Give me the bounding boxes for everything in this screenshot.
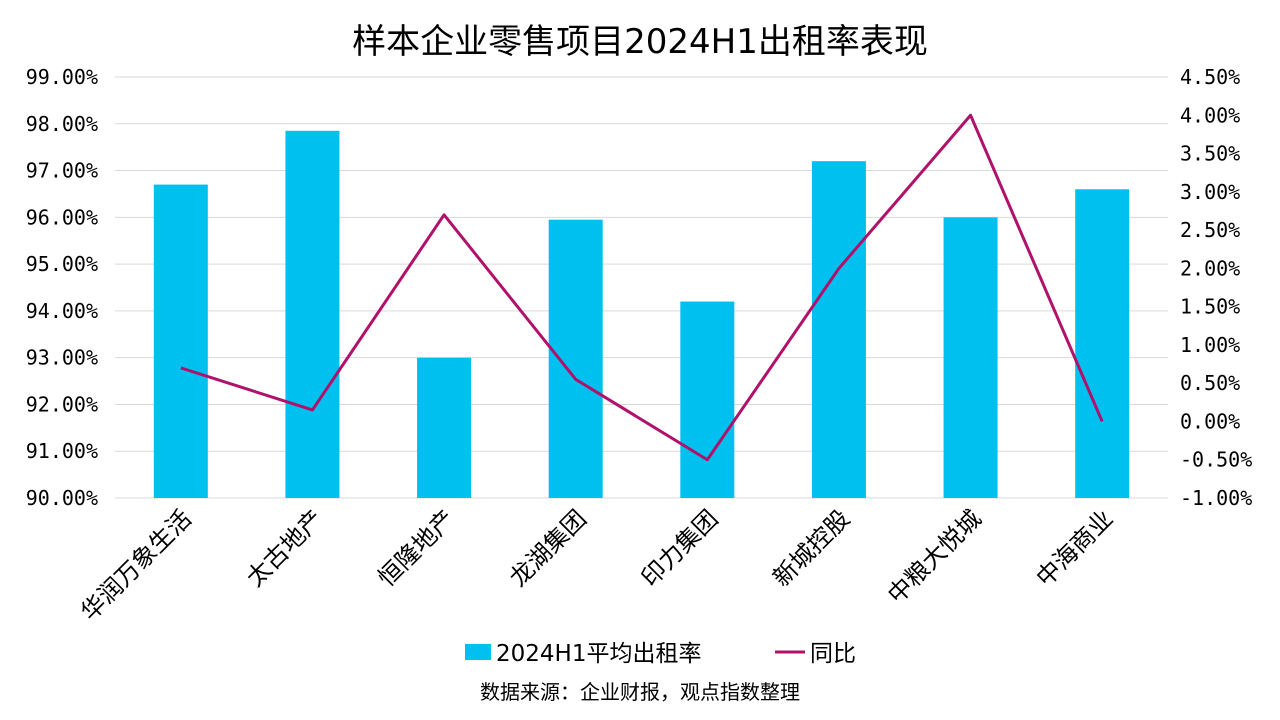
gridlines (115, 76, 1168, 499)
legend-label-line: 同比 (810, 641, 856, 667)
right-axis: -1.00% -0.50% 0.00% 0.50% 1.00% 1.50% 2.00% 2.5… (1180, 65, 1252, 510)
bar-series (153, 130, 1130, 499)
category-label: 新城控股 (767, 504, 855, 592)
category-label: 中粮大悦城 (882, 504, 987, 609)
left-tick-label: 95.00% (26, 252, 98, 276)
right-tick-label: -1.00% (1180, 486, 1252, 510)
bar (548, 219, 603, 498)
right-tick-label: 3.50% (1180, 142, 1240, 166)
category-label: 恒隆地产 (373, 504, 461, 592)
line-series (180, 113, 1104, 462)
legend-swatch-bar (465, 644, 491, 660)
bar (417, 357, 472, 498)
left-tick-label: 93.00% (26, 346, 98, 370)
left-tick-label: 99.00% (26, 65, 98, 89)
left-tick-label: 92.00% (26, 392, 98, 416)
left-axis: 90.00% 91.00% 92.00% 93.00% 94.00% 95.00% 96.0… (26, 65, 98, 510)
bar (285, 130, 340, 499)
category-label: 印力集团 (636, 504, 724, 592)
left-tick-label: 98.00% (26, 112, 98, 136)
category-axis: 华润万象生活 太古地产 恒隆地产 龙湖集团 印力集团 新城控股 中粮大悦城 中海商业 (75, 504, 1118, 626)
category-label: 中海商业 (1031, 504, 1119, 592)
bar (943, 217, 998, 499)
right-tick-label: -0.50% (1180, 448, 1252, 472)
left-tick-label: 96.00% (26, 205, 98, 229)
bar (811, 161, 866, 498)
right-tick-label: 0.50% (1180, 371, 1240, 395)
chart-title: 样本企业零售项目2024H1出租率表现 (352, 22, 928, 62)
bar (680, 301, 735, 498)
left-tick-label: 94.00% (26, 299, 98, 323)
right-tick-label: 3.00% (1180, 180, 1240, 204)
category-label: 龙湖集团 (504, 504, 592, 592)
bar (153, 184, 208, 499)
left-tick-label: 90.00% (26, 486, 98, 510)
bar (1075, 189, 1130, 498)
legend-label-bar: 2024H1平均出租率 (496, 641, 701, 667)
category-label: 华润万象生活 (75, 504, 197, 626)
right-tick-label: 2.00% (1180, 256, 1240, 280)
right-tick-label: 2.50% (1180, 218, 1240, 242)
right-tick-label: 4.50% (1180, 65, 1240, 89)
right-tick-label: 0.00% (1180, 409, 1240, 433)
right-tick-label: 1.00% (1180, 333, 1240, 357)
line-path (180, 113, 1104, 462)
category-label: 太古地产 (241, 504, 329, 592)
left-tick-label: 97.00% (26, 159, 98, 183)
right-tick-label: 1.50% (1180, 295, 1240, 319)
left-tick-label: 91.00% (26, 439, 98, 463)
source-note: 数据来源：企业财报，观点指数整理 (480, 680, 800, 704)
right-tick-label: 4.00% (1180, 103, 1240, 127)
legend: 2024H1平均出租率 同比 (465, 641, 856, 667)
